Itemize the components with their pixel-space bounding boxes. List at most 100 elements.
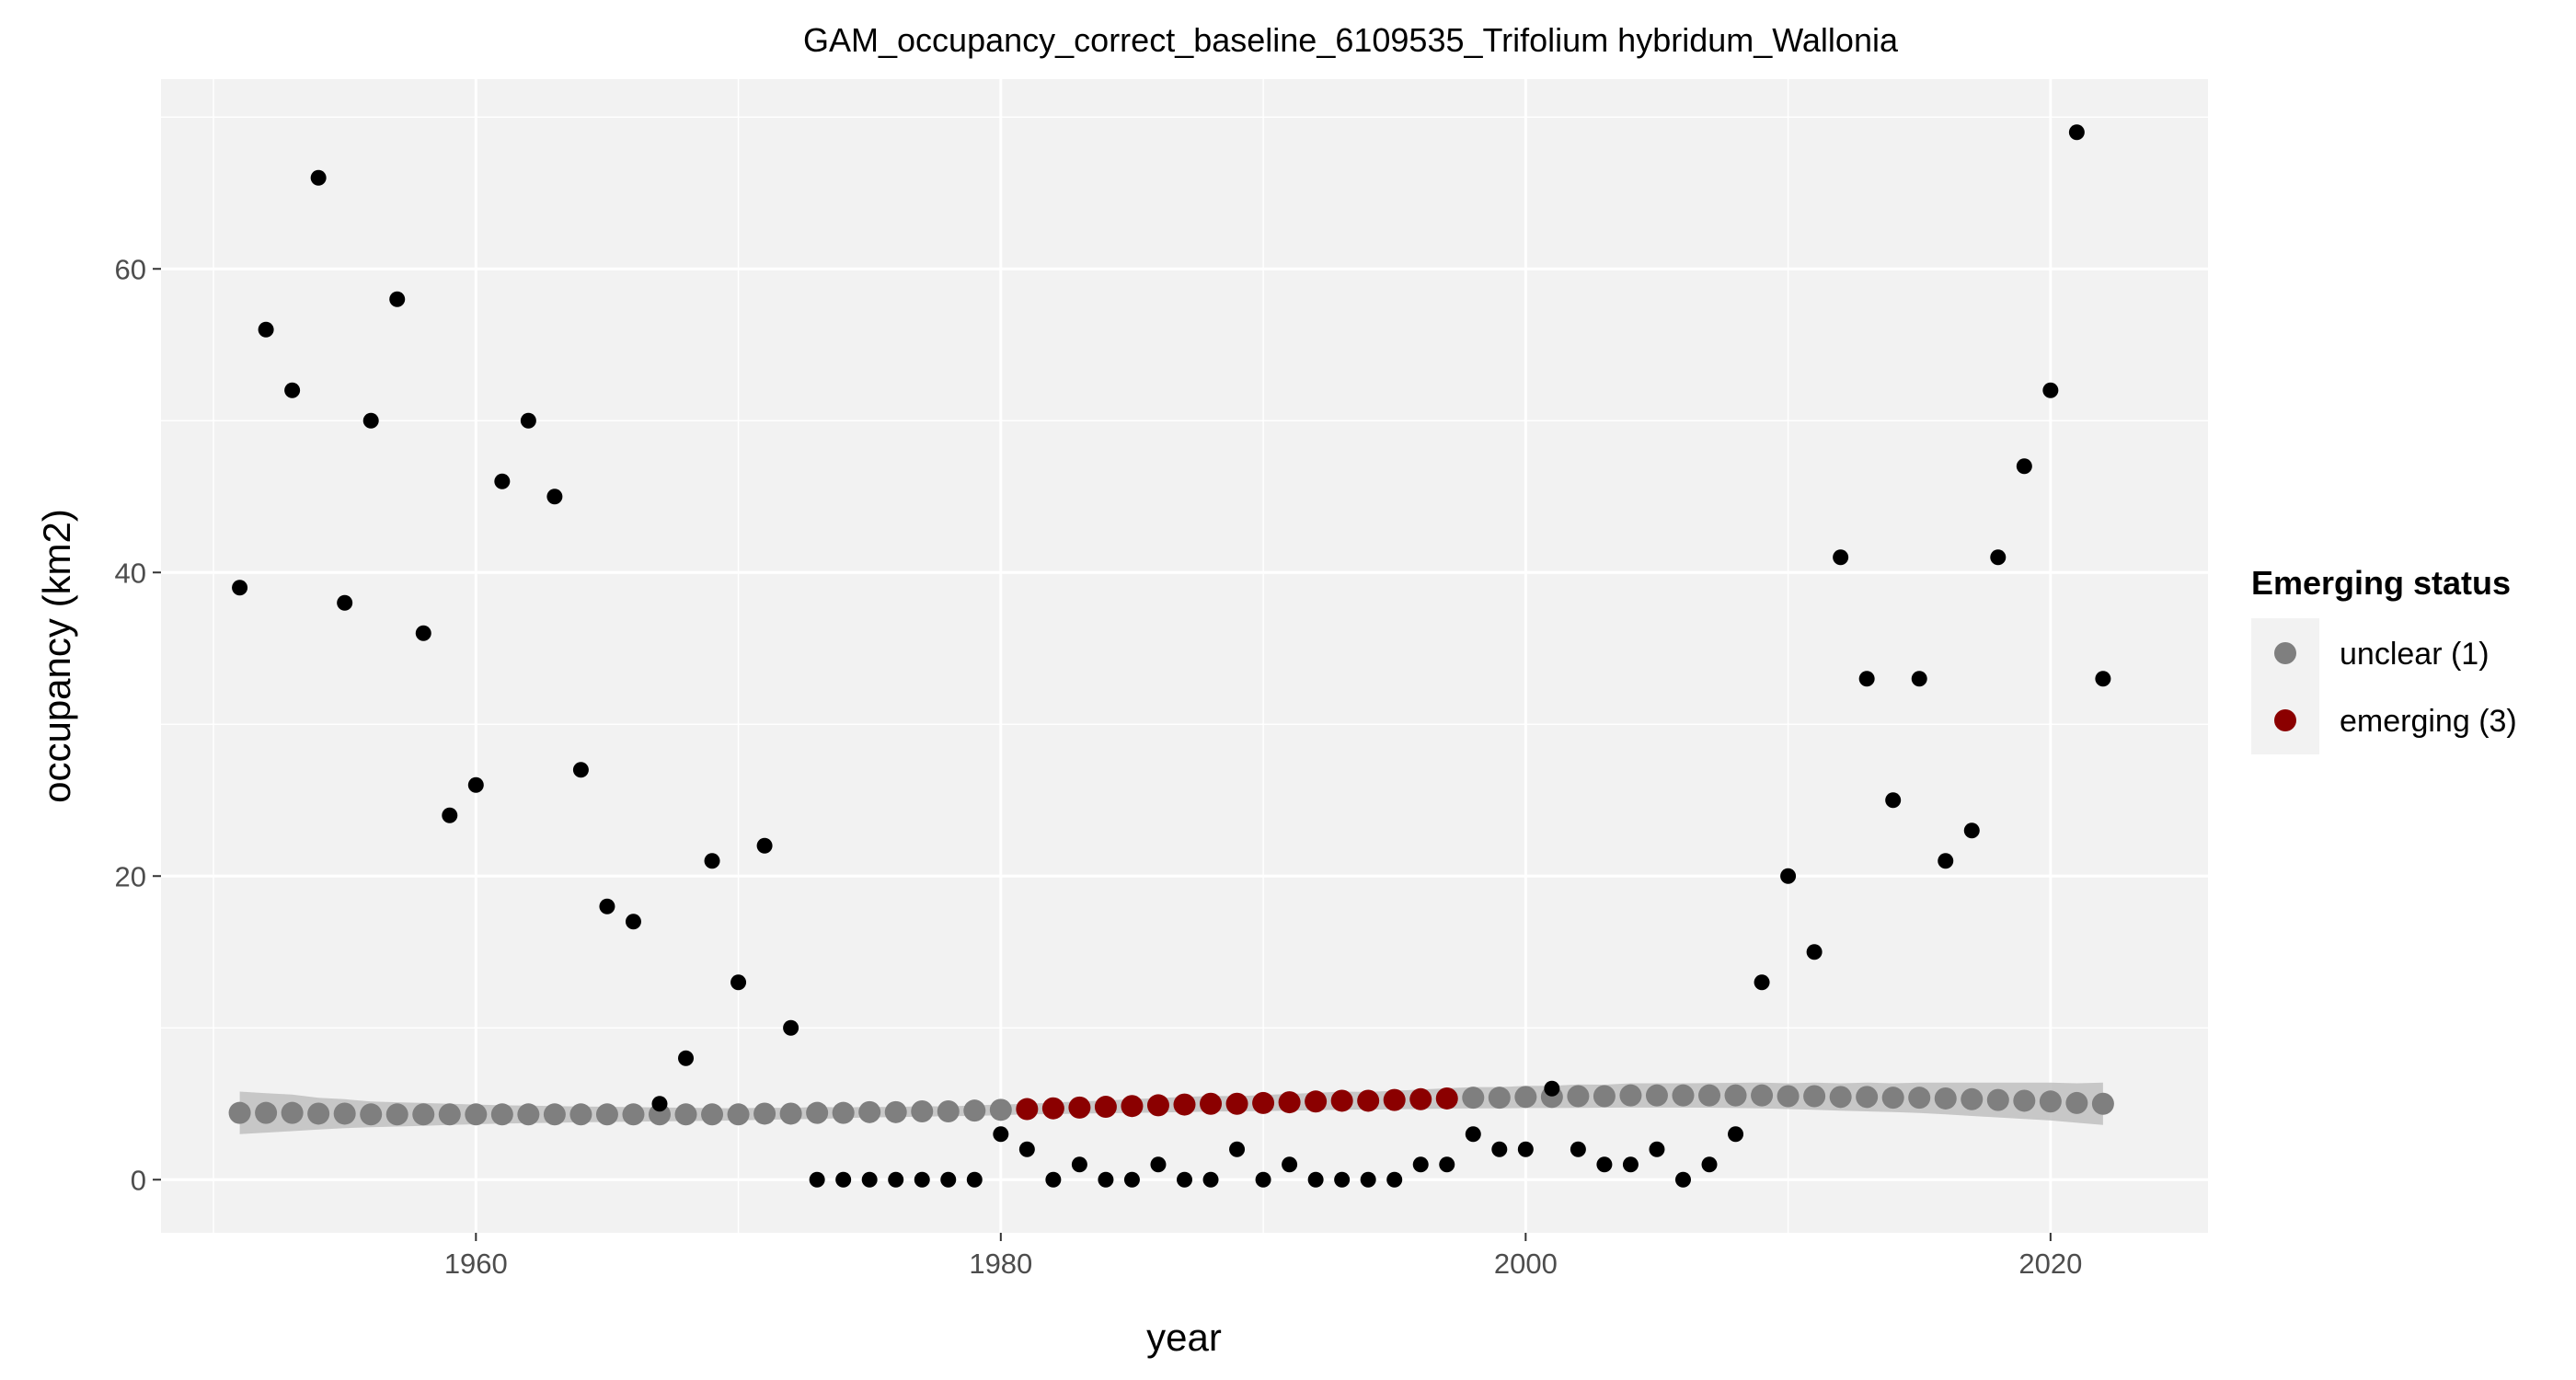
gam-point-emerging (1409, 1087, 1432, 1110)
observed-point (1465, 1126, 1481, 1143)
y-tick-label: 0 (131, 1164, 146, 1196)
gam-point-unclear (1881, 1087, 1904, 1110)
gam-point-unclear (2013, 1089, 2036, 1112)
observed-point (1544, 1080, 1560, 1097)
gam-point-emerging (1330, 1089, 1353, 1112)
gam-point-unclear (1961, 1087, 1984, 1110)
observed-point (651, 1096, 668, 1112)
gam-point-unclear (1619, 1084, 1642, 1107)
observed-point (310, 169, 327, 186)
x-tick-label: 2020 (2018, 1248, 2082, 1280)
gam-point-unclear (307, 1102, 330, 1125)
gam-point-unclear (2065, 1091, 2088, 1114)
gam-point-unclear (1698, 1084, 1721, 1107)
gam-point-unclear (1645, 1084, 1668, 1107)
observed-point (442, 807, 458, 823)
observed-point (1018, 1141, 1035, 1157)
gam-point-emerging (1435, 1087, 1458, 1110)
gam-point-unclear (937, 1100, 960, 1122)
gam-point-unclear (779, 1102, 802, 1125)
gam-point-unclear (963, 1099, 986, 1122)
observed-point (1071, 1156, 1087, 1173)
x-axis-title: year (1146, 1316, 1222, 1359)
observed-point (1439, 1156, 1455, 1173)
x-tick-label: 2000 (1494, 1248, 1558, 1280)
gam-point-unclear (911, 1100, 934, 1122)
y-tick-label: 40 (115, 557, 146, 589)
observed-point (966, 1171, 983, 1188)
observed-point (861, 1171, 878, 1188)
observed-point (2068, 124, 2085, 141)
chart-title: GAM_occupancy_correct_baseline_6109535_T… (803, 21, 1899, 59)
observed-point (783, 1019, 799, 1036)
gam-point-unclear (1829, 1086, 1852, 1109)
y-tick-label: 20 (115, 860, 146, 892)
observed-point (1412, 1156, 1429, 1173)
observed-point (1754, 974, 1770, 991)
gam-point-unclear (517, 1103, 540, 1126)
observed-point (940, 1171, 957, 1188)
gam-point-unclear (806, 1101, 829, 1124)
legend-keys-bg (2251, 618, 2319, 754)
legend: Emerging status unclear (1) emerging (3) (2251, 564, 2517, 754)
gam-point-emerging (1383, 1088, 1406, 1111)
observed-point (1963, 822, 1980, 839)
observed-point (337, 594, 353, 611)
gam-point-emerging (1278, 1091, 1301, 1114)
gam-point-emerging (1357, 1089, 1380, 1112)
observed-point (1229, 1141, 1246, 1157)
gam-point-unclear (465, 1103, 488, 1126)
observed-point (704, 853, 720, 869)
y-axis-title: occupancy (km2) (35, 509, 78, 803)
legend-key-emerging (2274, 709, 2296, 731)
gam-point-unclear (753, 1102, 776, 1125)
observed-point (2042, 382, 2059, 398)
gam-point-unclear (255, 1101, 278, 1124)
observed-point (599, 898, 615, 914)
observed-point (1649, 1141, 1665, 1157)
observed-point (914, 1171, 930, 1188)
observed-point (809, 1171, 825, 1188)
observed-point (1701, 1156, 1718, 1173)
gam-point-unclear (1514, 1086, 1537, 1109)
gam-point-unclear (884, 1100, 907, 1123)
gam-point-emerging (1068, 1096, 1091, 1119)
gam-point-emerging (1305, 1090, 1328, 1113)
legend-label-unclear: unclear (1) (2340, 637, 2490, 672)
gam-point-unclear (1803, 1085, 1826, 1108)
observed-point (1938, 853, 1954, 869)
observed-point (678, 1050, 695, 1066)
gam-point-unclear (1751, 1084, 1774, 1107)
gam-point-unclear (1462, 1087, 1485, 1110)
observed-point (2095, 671, 2111, 687)
y-tick-label: 60 (115, 253, 146, 285)
gam-point-emerging (1252, 1091, 1275, 1114)
observed-point (415, 625, 431, 641)
observed-point (730, 974, 747, 991)
gam-point-unclear (595, 1103, 618, 1126)
gam-point-emerging (1173, 1093, 1196, 1116)
gam-point-unclear (1856, 1086, 1879, 1109)
gam-point-unclear (490, 1103, 513, 1126)
observed-point (1307, 1171, 1324, 1188)
legend-title: Emerging status (2251, 564, 2511, 602)
gam-point-unclear (1672, 1084, 1695, 1107)
gam-point-unclear (727, 1103, 750, 1126)
observed-point (625, 914, 641, 930)
observed-point (1360, 1171, 1376, 1188)
observed-point (1596, 1156, 1613, 1173)
gam-point-emerging (1146, 1094, 1169, 1117)
observed-point (1990, 549, 2007, 566)
observed-point (1202, 1171, 1219, 1188)
axis-ticks: 1960 1980 2000 2020 0 20 40 60 (115, 253, 2083, 1280)
x-tick-label: 1960 (444, 1248, 508, 1280)
gam-point-unclear (674, 1103, 697, 1126)
gam-point-emerging (1225, 1092, 1248, 1115)
gam-point-unclear (228, 1101, 251, 1124)
observed-point (1386, 1171, 1403, 1188)
gam-point-unclear (2091, 1092, 2114, 1115)
gam-point-unclear (333, 1102, 356, 1125)
observed-point (1833, 549, 1849, 566)
grid-minor (161, 79, 2208, 1233)
gam-point-unclear (1908, 1087, 1931, 1110)
